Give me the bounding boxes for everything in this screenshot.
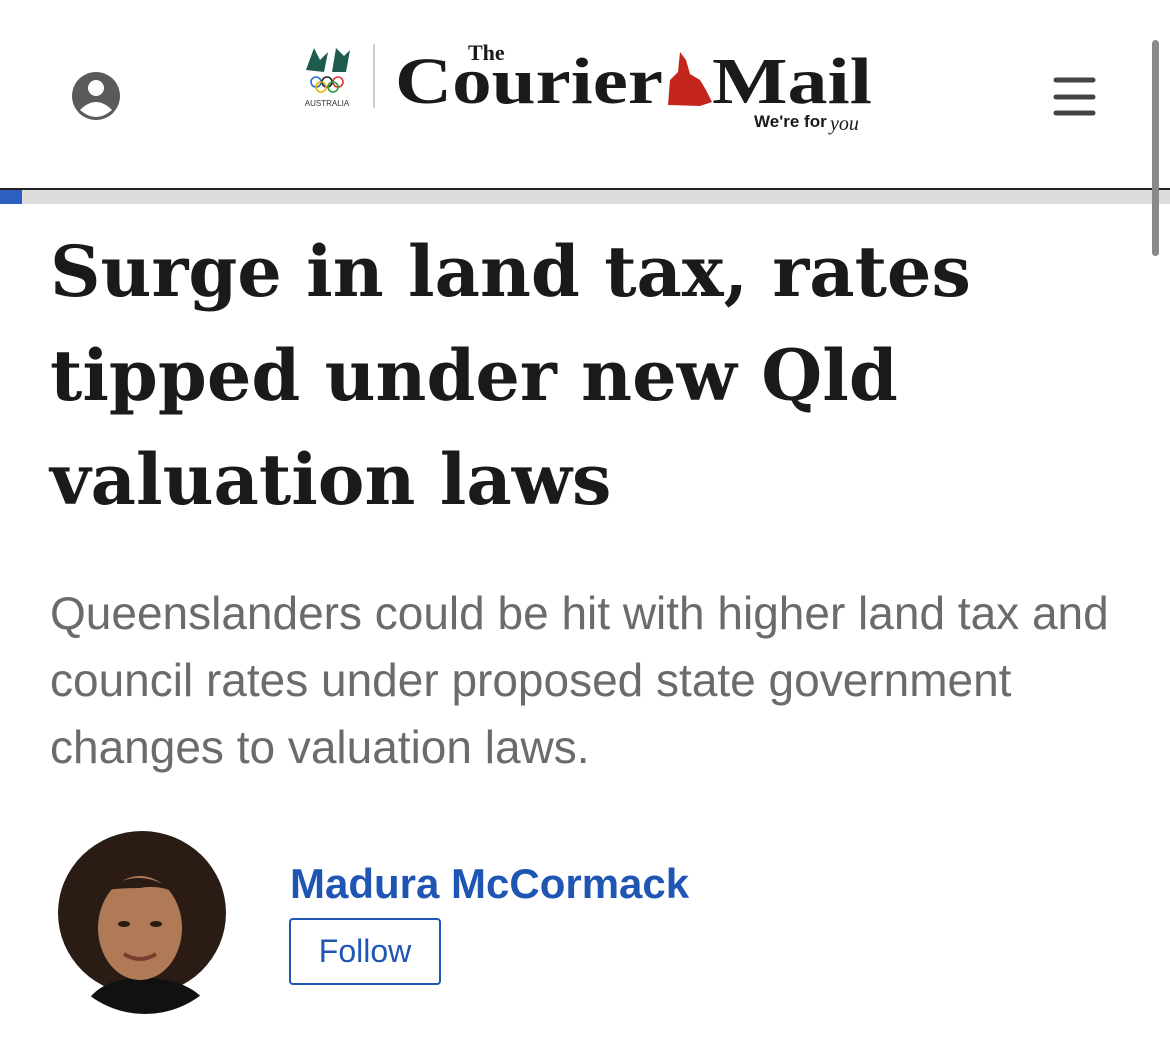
header-rule bbox=[0, 188, 1170, 190]
standfirst: Queenslanders could be hit with higher l… bbox=[50, 587, 1109, 773]
olympic-badge: AUSTRALIA bbox=[305, 48, 350, 108]
reading-progress bbox=[0, 190, 1170, 204]
scrollbar[interactable] bbox=[1152, 40, 1159, 256]
badge-label: AUSTRALIA bbox=[305, 99, 350, 108]
queensland-map bbox=[668, 52, 712, 106]
account-icon[interactable] bbox=[72, 72, 120, 120]
header: AUSTRALIA The Courier Mail We're for you bbox=[72, 40, 1096, 135]
logo-courier: Courier bbox=[395, 45, 663, 118]
logo-the: The bbox=[468, 40, 505, 65]
author-photo[interactable] bbox=[50, 828, 240, 1018]
progress-fill bbox=[0, 190, 22, 204]
logo[interactable]: The Courier Mail We're for you bbox=[395, 40, 872, 135]
tagline-script: you bbox=[828, 113, 859, 135]
menu-icon[interactable] bbox=[1053, 77, 1096, 116]
follow-button[interactable]: Follow bbox=[289, 918, 441, 985]
logo-mail: Mail bbox=[712, 45, 872, 118]
tagline: We're for bbox=[754, 112, 827, 131]
author-name[interactable]: Madura McCormack bbox=[290, 860, 690, 907]
headline: Surge in land tax, rates tipped under ne… bbox=[50, 230, 971, 521]
